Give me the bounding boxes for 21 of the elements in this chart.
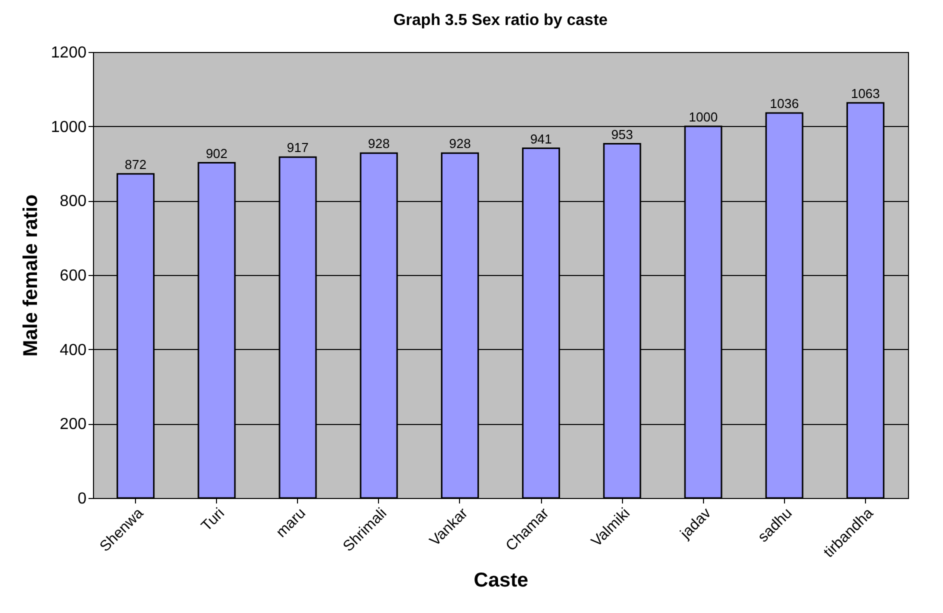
data-label: 872	[124, 156, 146, 172]
x-axis-title: Caste	[474, 569, 528, 592]
y-tick-label: 1000	[50, 118, 87, 136]
x-tick-label: Turi	[198, 504, 228, 535]
y-axis-title: Male female ratio	[20, 194, 42, 357]
y-tick-label: 200	[60, 416, 87, 434]
data-label: 902	[206, 146, 228, 161]
data-label: 928	[368, 136, 390, 152]
y-tick-label: 400	[60, 342, 87, 359]
data-label: 953	[611, 126, 633, 142]
data-label: 928	[449, 136, 471, 152]
data-label: 941	[530, 131, 552, 146]
y-tick-label: 600	[60, 268, 87, 284]
data-label: 1036	[770, 96, 799, 111]
y-tick-label: 0	[78, 490, 87, 508]
data-label: 1000	[688, 109, 718, 124]
data-label: 917	[286, 140, 309, 156]
chart-title: Graph 3.5 Sex ratio by caste	[393, 12, 608, 29]
data-label: 1063	[850, 86, 880, 101]
y-tick-label: 800	[60, 193, 87, 210]
y-tick-label: 1200	[50, 44, 87, 62]
